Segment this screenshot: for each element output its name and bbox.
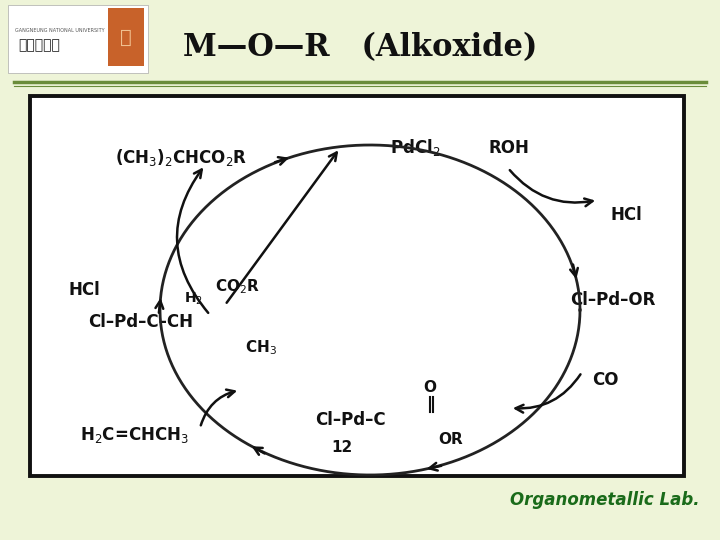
Text: ROH: ROH bbox=[488, 139, 529, 157]
Text: H$_2$: H$_2$ bbox=[184, 291, 202, 307]
Text: 강릉대학교: 강릉대학교 bbox=[18, 38, 60, 52]
FancyBboxPatch shape bbox=[108, 8, 144, 66]
Text: Cl–Pd–C–CH: Cl–Pd–C–CH bbox=[88, 313, 193, 331]
Text: OR: OR bbox=[438, 432, 463, 447]
FancyBboxPatch shape bbox=[8, 5, 148, 73]
Text: M—O—R   (Alkoxide): M—O—R (Alkoxide) bbox=[183, 32, 537, 64]
FancyBboxPatch shape bbox=[30, 96, 684, 476]
Text: ⬛: ⬛ bbox=[120, 28, 132, 46]
Text: CO$_2$R: CO$_2$R bbox=[215, 278, 260, 296]
Text: 12: 12 bbox=[331, 440, 353, 455]
FancyArrowPatch shape bbox=[510, 170, 593, 206]
Text: PdCl$_2$: PdCl$_2$ bbox=[390, 137, 441, 158]
Text: (CH$_3$)$_2$CHCO$_2$R: (CH$_3$)$_2$CHCO$_2$R bbox=[115, 147, 248, 168]
Text: Cl–Pd–OR: Cl–Pd–OR bbox=[570, 291, 655, 309]
FancyArrowPatch shape bbox=[516, 374, 580, 413]
Text: HCl: HCl bbox=[610, 206, 642, 224]
FancyArrowPatch shape bbox=[201, 389, 235, 426]
Text: O: O bbox=[423, 380, 436, 395]
Text: CO: CO bbox=[592, 371, 618, 389]
FancyArrowPatch shape bbox=[177, 170, 208, 313]
Text: CH$_3$: CH$_3$ bbox=[245, 338, 277, 357]
Text: Cl–Pd–C: Cl–Pd–C bbox=[315, 411, 386, 429]
Text: Organometallic Lab.: Organometallic Lab. bbox=[510, 491, 700, 509]
Text: H$_2$C=CHCH$_3$: H$_2$C=CHCH$_3$ bbox=[80, 425, 189, 445]
FancyArrowPatch shape bbox=[227, 152, 337, 303]
Text: GANGNEUNG NATIONAL UNIVERSITY: GANGNEUNG NATIONAL UNIVERSITY bbox=[15, 28, 104, 33]
Text: HCl: HCl bbox=[68, 281, 100, 299]
